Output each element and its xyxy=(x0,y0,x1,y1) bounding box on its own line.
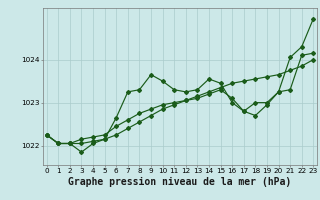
X-axis label: Graphe pression niveau de la mer (hPa): Graphe pression niveau de la mer (hPa) xyxy=(68,177,292,187)
